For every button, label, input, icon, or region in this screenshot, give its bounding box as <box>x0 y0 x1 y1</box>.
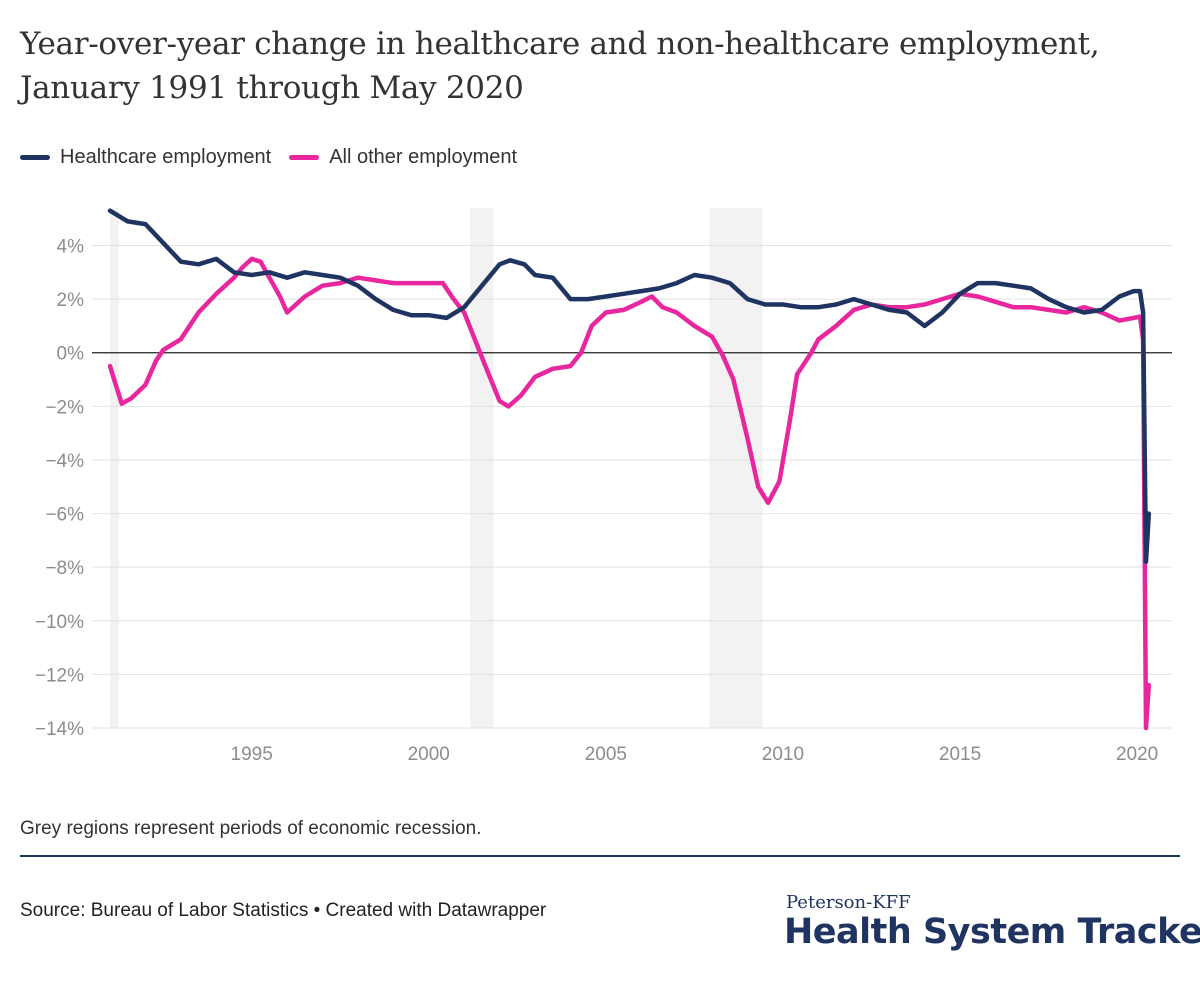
x-tick-label: 2000 <box>408 744 450 765</box>
y-tick-label: −4% <box>45 451 84 472</box>
chart-legend: Healthcare employment All other employme… <box>20 144 517 170</box>
y-tick-label: −6% <box>45 505 84 526</box>
chart-note: Grey regions represent periods of econom… <box>20 818 482 839</box>
source-line: Source: Bureau of Labor Statistics • Cre… <box>20 900 547 921</box>
brand-peterson-kff: Peterson-KFF <box>786 892 911 913</box>
y-tick-label: 4% <box>57 237 85 258</box>
legend-label-healthcare: Healthcare employment <box>60 145 272 168</box>
y-tick-label: −12% <box>35 665 84 686</box>
x-tick-label: 1995 <box>231 744 273 765</box>
footer-divider <box>20 855 1180 857</box>
series-lines <box>107 208 1152 731</box>
x-tick-label: 2010 <box>762 744 804 765</box>
series-line-healthcare <box>107 208 1152 565</box>
legend-label-other: All other employment <box>329 145 518 168</box>
y-tick-label: −8% <box>45 558 84 579</box>
brand-health-system-tracker: Health System Tracker <box>784 912 1200 952</box>
x-tick-label: 2005 <box>585 744 627 765</box>
y-axis-ticks: 4% 2% 0% −2% −4% −6% −8% −10% −12% −14% <box>35 237 84 740</box>
x-tick-label: 2015 <box>939 744 981 765</box>
legend-item-other: All other employment <box>289 146 517 169</box>
line-chart: 4% 2% 0% −2% −4% −6% −8% −10% −12% −14% 1995 2000 2… <box>35 208 1172 765</box>
legend-item-healthcare: Healthcare employment <box>20 146 271 169</box>
recession-band-1 <box>110 208 119 728</box>
legend-swatch-healthcare <box>20 154 50 160</box>
grid-lines <box>92 245 1172 729</box>
y-tick-label: −10% <box>35 612 84 633</box>
y-tick-label: −14% <box>35 719 84 740</box>
y-tick-label: 0% <box>57 344 85 365</box>
series-line-all-other <box>107 256 1152 731</box>
y-tick-label: −2% <box>45 397 84 418</box>
chart-title: Year-over-year change in healthcare and … <box>20 26 1100 106</box>
x-axis-ticks: 1995 2000 2005 2010 2015 2020 <box>231 744 1159 765</box>
x-tick-label: 2020 <box>1116 744 1158 765</box>
y-tick-label: 2% <box>57 290 85 311</box>
legend-swatch-other <box>289 154 320 160</box>
